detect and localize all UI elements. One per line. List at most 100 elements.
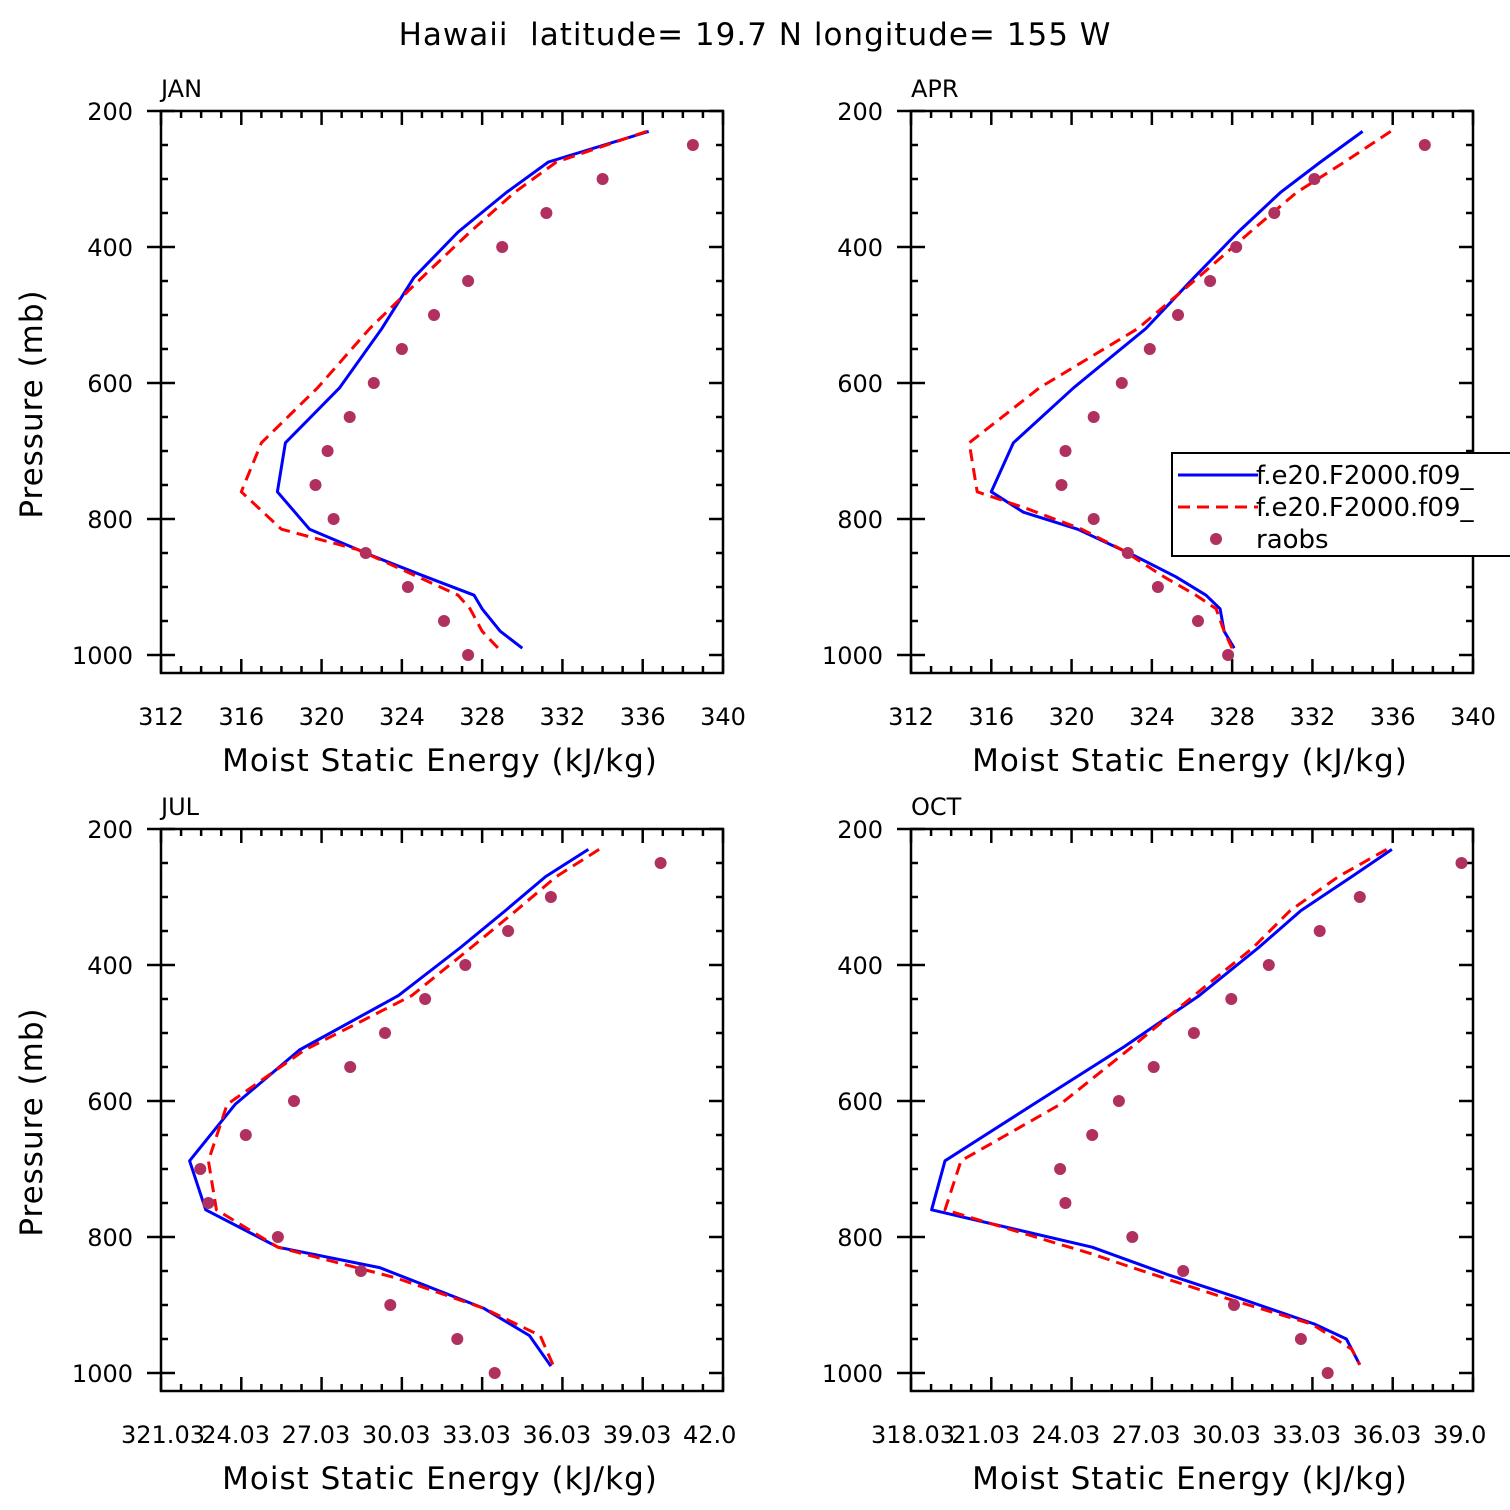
x-axis-label: Moist Static Energy (kJ/kg) — [972, 1461, 1408, 1497]
y-tick-label: 800 — [87, 1224, 133, 1252]
raobs-point — [384, 1299, 397, 1311]
raobs-point — [401, 581, 414, 593]
raobs-point — [1228, 1299, 1240, 1311]
raobs-point — [202, 1197, 215, 1209]
raobs-point — [367, 377, 380, 389]
raobs-point — [1054, 1163, 1067, 1175]
x-tick-label: 39.03 — [603, 1421, 672, 1449]
figure-title: Hawaii latitude= 19.7 N longitude= 155 W — [399, 17, 1112, 53]
y-axis-label: Pressure (mb) — [14, 1007, 50, 1236]
x-tick-label: 33.03 — [1272, 1421, 1341, 1449]
series-line-solid — [989, 130, 1364, 649]
raobs-point — [502, 925, 515, 937]
x-tick-label: 336 — [1370, 703, 1416, 731]
y-tick-label: 200 — [87, 98, 133, 126]
y-tick-label: 400 — [87, 234, 133, 262]
y-tick-label: 800 — [87, 506, 133, 534]
x-tick-label: 328 — [459, 703, 505, 731]
series-line-dashed — [943, 848, 1388, 1366]
raobs-point — [1230, 241, 1243, 253]
legend-label: f.e20.F2000.f09_ — [1256, 461, 1474, 491]
raobs-point — [496, 241, 509, 253]
x-tick-label: 316 — [968, 703, 1014, 731]
series-line-solid — [275, 129, 650, 650]
raobs-point — [428, 309, 440, 321]
panel-title: OCT — [911, 793, 962, 821]
raobs-point — [194, 1163, 207, 1175]
x-tick-label: 30.03 — [1192, 1421, 1261, 1449]
raobs-point — [419, 993, 432, 1005]
raobs-point — [1086, 1129, 1099, 1141]
legend-label: raobs — [1256, 525, 1329, 555]
raobs-point — [686, 139, 699, 151]
series-line-solid — [930, 848, 1393, 1366]
raobs-point — [1151, 581, 1164, 593]
raobs-point — [459, 959, 472, 971]
panel-title: APR — [911, 75, 959, 103]
raobs-point — [438, 615, 450, 627]
panels: JAN 312 316 320 324 328 332 336 340 200 400 600 800 1… — [14, 75, 1496, 1497]
x-tick-label: 332 — [540, 703, 586, 731]
raobs-point — [271, 1231, 284, 1243]
plot-frame — [909, 827, 1475, 1393]
x-tick-label: 24.03 — [201, 1421, 270, 1449]
legend: f.e20.F2000.f09_f.e20.F2000.f09_raobs — [1171, 452, 1510, 557]
raobs-point — [1126, 1231, 1139, 1243]
raobs-point — [1262, 959, 1275, 971]
y-tick-label: 400 — [837, 952, 883, 980]
raobs-point — [1112, 1095, 1125, 1107]
y-axis-label: Pressure (mb) — [14, 289, 50, 518]
y-tick-label: 200 — [837, 816, 883, 844]
x-tick-label: 320 — [1049, 703, 1095, 731]
x-axis-label: Moist Static Energy (kJ/kg) — [222, 1461, 658, 1497]
x-tick-label: 312 — [138, 703, 184, 731]
y-tick-label: 800 — [837, 506, 883, 534]
x-tick-label: 27.03 — [1112, 1421, 1181, 1449]
raobs-point — [540, 207, 553, 219]
raobs-point — [1222, 649, 1235, 661]
y-tick-label: 1000 — [822, 642, 883, 670]
raobs-point — [1192, 615, 1204, 627]
x-tick-label: 36.03 — [522, 1421, 591, 1449]
series-line-dashed — [239, 129, 648, 650]
raobs-point — [354, 1265, 367, 1277]
x-tick-label: 340 — [700, 703, 746, 731]
plot-frame — [909, 109, 1475, 675]
x-tick-label: 33.03 — [442, 1421, 511, 1449]
raobs-point — [321, 445, 334, 457]
x-tick-label: 321.03 — [121, 1421, 205, 1449]
raobs-point — [327, 513, 340, 525]
series-line-dashed — [206, 848, 600, 1367]
x-axis-label: Moist Static Energy (kJ/kg) — [222, 743, 658, 779]
series-line-dashed — [967, 130, 1392, 649]
raobs-point — [1313, 925, 1326, 937]
raobs-point — [1268, 207, 1281, 219]
raobs-point — [343, 411, 356, 423]
x-tick-label: 21.03 — [951, 1421, 1020, 1449]
x-tick-label: 324 — [1129, 703, 1175, 731]
raobs-point — [344, 1061, 357, 1073]
y-tick-label: 600 — [87, 370, 133, 398]
x-tick-label: 24.03 — [1032, 1421, 1101, 1449]
raobs-point — [1121, 547, 1134, 559]
legend-label: f.e20.F2000.f09_ — [1256, 493, 1474, 523]
x-tick-label: 340 — [1450, 703, 1496, 731]
raobs-point — [462, 275, 475, 287]
raobs-point — [1225, 993, 1238, 1005]
panel-title: JAN — [159, 75, 202, 103]
raobs-point — [1455, 857, 1468, 869]
x-tick-label: 42.0 — [683, 1421, 736, 1449]
raobs-point — [488, 1367, 501, 1379]
raobs-point — [1172, 309, 1184, 321]
raobs-point — [309, 479, 322, 491]
raobs-point — [379, 1027, 391, 1039]
y-tick-label: 200 — [837, 98, 883, 126]
x-tick-label: 316 — [218, 703, 264, 731]
y-tick-label: 400 — [87, 952, 133, 980]
raobs-point — [1087, 513, 1100, 525]
x-tick-label: 328 — [1209, 703, 1255, 731]
raobs-point — [1087, 411, 1100, 423]
raobs-point — [1055, 479, 1068, 491]
raobs-point — [359, 547, 372, 559]
x-tick-label: 332 — [1290, 703, 1336, 731]
